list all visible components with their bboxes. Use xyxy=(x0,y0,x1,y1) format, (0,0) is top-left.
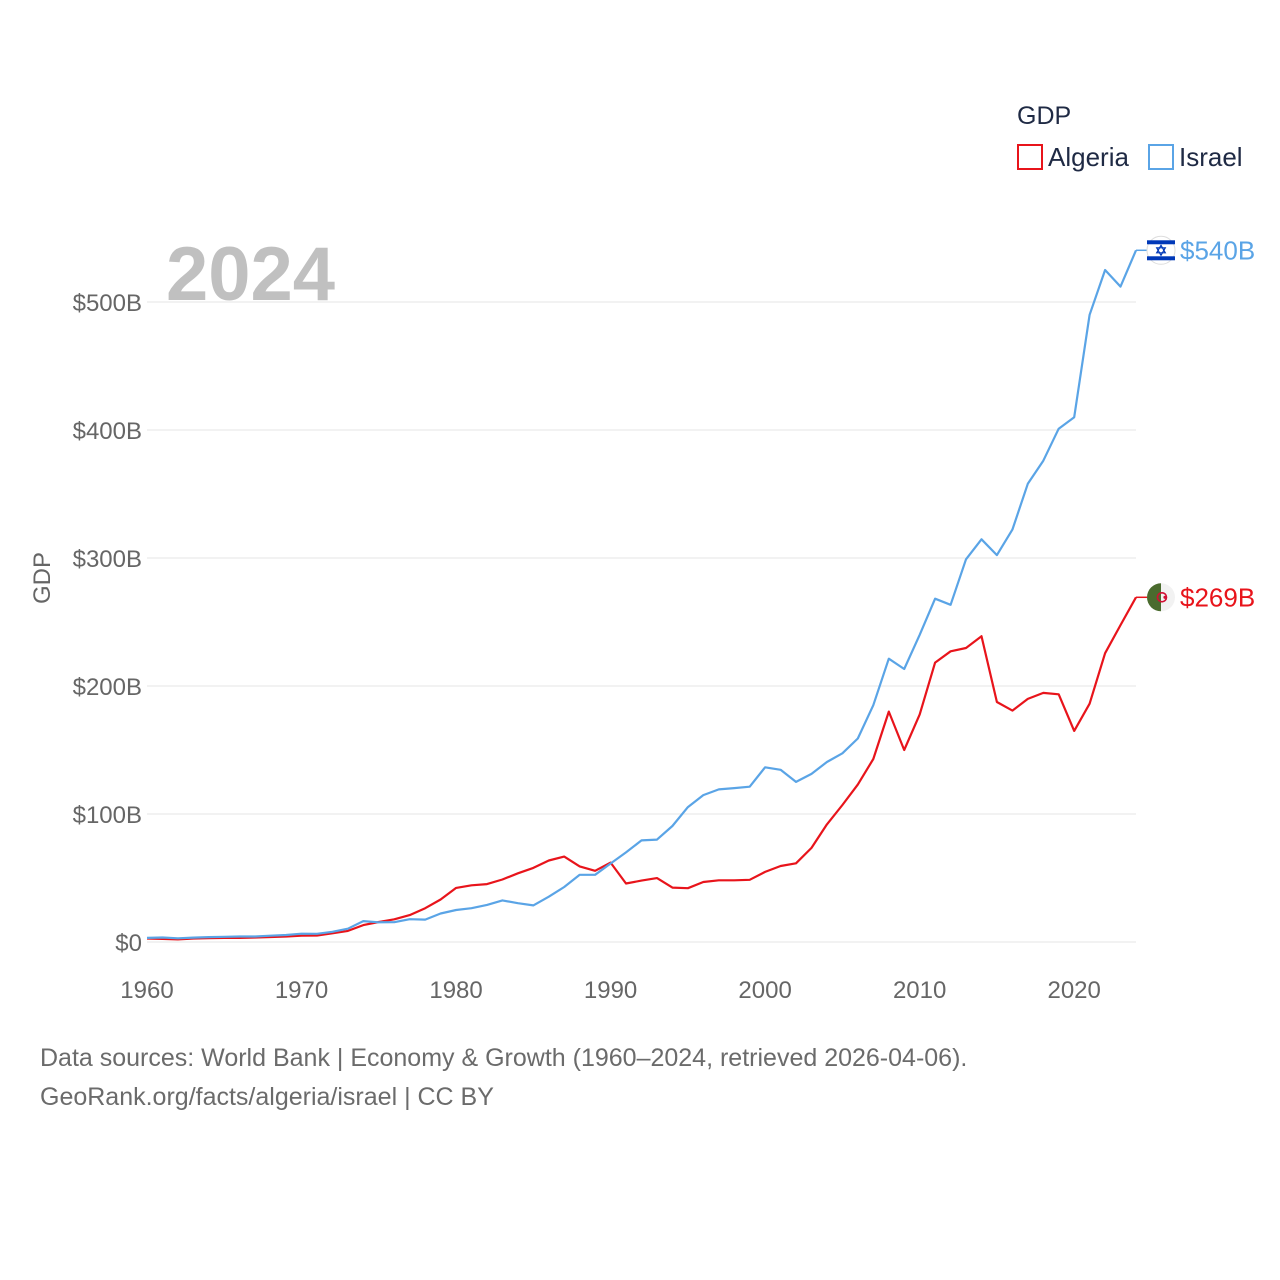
end-markers: $269B $540B xyxy=(1136,235,1255,612)
y-tick-label: $200B xyxy=(73,674,142,701)
y-tick-label: $0 xyxy=(115,930,142,957)
y-axis-ticks: $0 $100B $200B $300B $400B $500B xyxy=(73,290,142,957)
legend-label-algeria: Algeria xyxy=(1048,142,1129,172)
end-value-label-algeria: $269B xyxy=(1180,582,1255,612)
gridlines xyxy=(147,301,1136,943)
footer-source: Data sources: World Bank | Economy & Gro… xyxy=(40,1044,968,1072)
x-axis-ticks: 1960 1970 1980 1990 2000 2010 2020 xyxy=(120,977,1101,1004)
x-tick-label: 1970 xyxy=(275,977,328,1004)
y-axis-label: GDP xyxy=(29,552,56,604)
series-lines xyxy=(146,249,1138,941)
x-tick-label: 2010 xyxy=(893,977,946,1004)
legend: GDP Algeria Israel xyxy=(1017,102,1243,172)
israel-flag-icon xyxy=(1146,235,1176,265)
y-tick-label: $500B xyxy=(73,290,142,317)
y-tick-label: $300B xyxy=(73,546,142,573)
legend-swatch-israel xyxy=(1148,144,1174,170)
x-tick-label: 1990 xyxy=(584,977,637,1004)
series-line-algeria xyxy=(146,596,1137,941)
end-value-label-israel: $540B xyxy=(1180,235,1255,265)
x-tick-label: 1980 xyxy=(429,977,482,1004)
legend-title: GDP xyxy=(1017,102,1071,130)
legend-label-israel: Israel xyxy=(1179,142,1243,172)
series-line-israel xyxy=(146,249,1138,940)
x-tick-label: 2000 xyxy=(738,977,791,1004)
year-label: 2024 xyxy=(166,232,335,317)
y-tick-label: $100B xyxy=(73,802,142,829)
legend-swatch-algeria xyxy=(1017,144,1043,170)
y-tick-label: $400B xyxy=(73,418,142,445)
x-tick-label: 1960 xyxy=(120,977,173,1004)
algeria-flag-icon xyxy=(1147,583,1175,612)
x-tick-label: 2020 xyxy=(1047,977,1100,1004)
footer-link: GeoRank.org/facts/algeria/israel | CC BY xyxy=(40,1083,494,1111)
